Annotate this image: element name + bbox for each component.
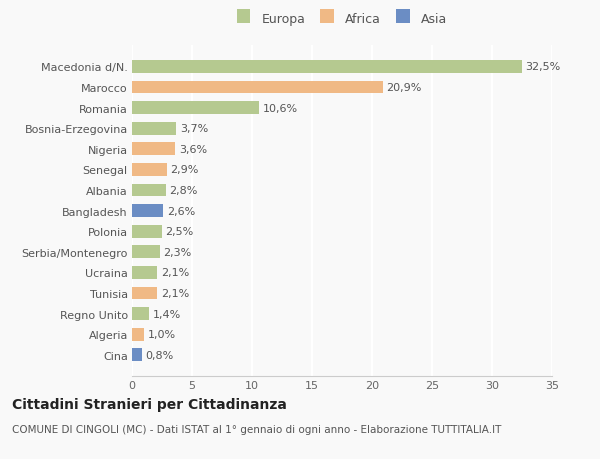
Text: 2,5%: 2,5% xyxy=(166,227,194,237)
Text: Cittadini Stranieri per Cittadinanza: Cittadini Stranieri per Cittadinanza xyxy=(12,397,287,411)
Bar xyxy=(132,81,383,94)
Text: COMUNE DI CINGOLI (MC) - Dati ISTAT al 1° gennaio di ogni anno - Elaborazione TU: COMUNE DI CINGOLI (MC) - Dati ISTAT al 1… xyxy=(12,425,502,435)
Bar xyxy=(132,225,162,238)
Bar xyxy=(132,246,160,258)
Text: 2,1%: 2,1% xyxy=(161,268,189,278)
Bar xyxy=(132,123,176,135)
Text: 1,4%: 1,4% xyxy=(152,309,181,319)
Text: 10,6%: 10,6% xyxy=(263,103,298,113)
Text: 3,6%: 3,6% xyxy=(179,145,207,155)
Bar xyxy=(132,61,522,73)
Text: 2,6%: 2,6% xyxy=(167,206,195,216)
Bar xyxy=(132,184,166,197)
Bar xyxy=(132,328,144,341)
Bar xyxy=(132,102,259,115)
Bar xyxy=(132,143,175,156)
Text: 20,9%: 20,9% xyxy=(386,83,422,93)
Text: 2,8%: 2,8% xyxy=(169,185,197,196)
Text: 2,3%: 2,3% xyxy=(163,247,191,257)
Bar xyxy=(132,308,149,320)
Legend: Europa, Africa, Asia: Europa, Africa, Asia xyxy=(236,12,448,25)
Bar xyxy=(132,287,157,300)
Text: 2,9%: 2,9% xyxy=(170,165,199,175)
Text: 2,1%: 2,1% xyxy=(161,288,189,298)
Bar xyxy=(132,349,142,361)
Bar xyxy=(132,266,157,279)
Text: 0,8%: 0,8% xyxy=(145,350,173,360)
Bar xyxy=(132,205,163,218)
Text: 32,5%: 32,5% xyxy=(526,62,561,72)
Bar xyxy=(132,164,167,176)
Text: 3,7%: 3,7% xyxy=(180,124,208,134)
Text: 1,0%: 1,0% xyxy=(148,330,176,339)
